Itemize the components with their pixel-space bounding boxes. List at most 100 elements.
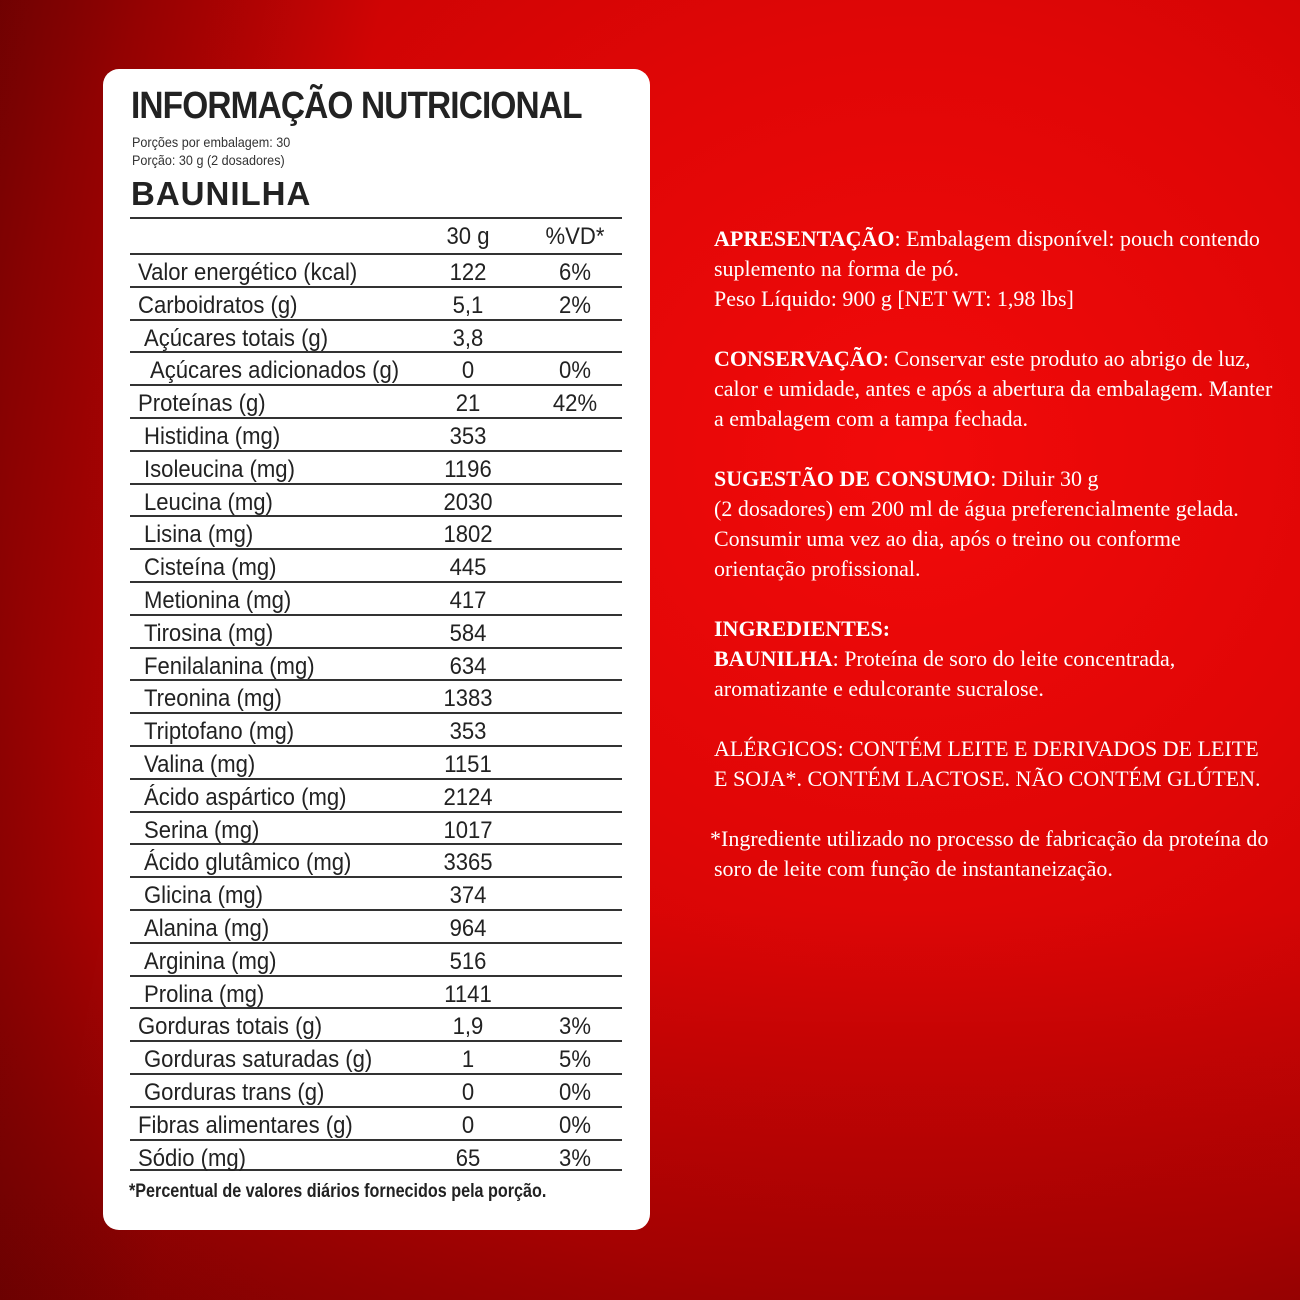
nutrient-name: Tirosina (mg) — [144, 619, 274, 647]
ingredients-section: INGREDIENTES: BAUNILHA: Proteína de soro … — [714, 614, 1274, 704]
suggestion-heading: SUGESTÃO DE CONSUMO — [714, 466, 991, 491]
nutrient-name: Valor energético (kcal) — [138, 259, 358, 286]
table-row: Ácido glutâmico (mg) 3365 — [130, 843, 622, 876]
nutrient-amount: 3365 — [443, 849, 493, 877]
table-row: Leucina (mg) 2030 — [130, 482, 622, 516]
nutrient-name: Fenilalanina (mg) — [144, 652, 315, 680]
table-row: Açúcares adicionados (g) 0 0% — [130, 351, 622, 384]
nutrient-amount: 0 — [461, 1111, 475, 1139]
nutrient-name: Ácido aspártico (mg) — [144, 783, 347, 811]
nutrient-amount: 1141 — [444, 980, 492, 1008]
suggestion-section: SUGESTÃO DE CONSUMO: Diluir 30 g (2 dosad… — [714, 464, 1274, 584]
nutrient-amount: 353 — [449, 718, 487, 746]
nutrient-amount: 2124 — [443, 783, 493, 811]
nutrient-amount: 1,9 — [452, 1013, 484, 1041]
presentation-heading: APRESENTAÇÃO — [714, 226, 895, 251]
conservation-text: : Conservar este produto ao abrigo de lu… — [714, 346, 1273, 431]
table-row: Gorduras totais (g) 1,9 3% — [130, 1007, 622, 1040]
nutrient-amount: 417 — [449, 586, 487, 614]
nutrient-name: Carboidratos (g) — [138, 291, 298, 319]
nutrient-name: Ácido glutâmico (mg) — [144, 849, 352, 877]
ingredients-heading: INGREDIENTES: — [714, 616, 891, 641]
nutrient-amount: 21 — [455, 390, 481, 418]
nutrient-dv: 6% — [559, 259, 591, 286]
table-row: Metionina (mg) 417 — [130, 580, 622, 614]
table-row: Sódio (mg) 65 3% — [130, 1138, 622, 1172]
nutrient-dv: 3% — [559, 1144, 591, 1172]
table-row: Valor energético (kcal) 122 6% — [130, 253, 622, 286]
nutrient-amount: 1383 — [443, 685, 493, 713]
nutrient-name: Serina (mg) — [144, 816, 260, 844]
nutrient-name: Arginina (mg) — [144, 947, 277, 975]
nutrient-name: Proteínas (g) — [138, 390, 266, 418]
nutrient-amount: 122 — [449, 259, 487, 286]
nutrient-name: Isoleucina (mg) — [144, 455, 295, 483]
table-row: Valina (mg) 1151 — [130, 744, 622, 778]
nutrient-amount: 1802 — [443, 521, 493, 549]
nutrient-amount: 353 — [449, 422, 487, 450]
nutrient-amount: 516 — [449, 947, 487, 975]
table-row: Serina (mg) 1017 — [130, 810, 622, 844]
nutrient-name: Sódio (mg) — [138, 1144, 246, 1172]
suggestion-text: : Diluir 30 g — [990, 466, 1099, 491]
servings-per-package: Porções por embalagem: 30 — [132, 134, 291, 150]
table-row: Triptofano (mg) 353 — [130, 712, 622, 745]
nutrient-name: Gorduras trans (g) — [144, 1078, 325, 1106]
nutrient-name: Treonina (mg) — [144, 685, 282, 713]
nutrient-amount: 1017 — [443, 816, 493, 844]
nutrient-amount: 584 — [449, 619, 487, 647]
table-row: Lisina (mg) 1802 — [130, 515, 622, 548]
nutrient-name: Cisteína (mg) — [144, 554, 277, 582]
nutrient-amount: 964 — [449, 914, 487, 942]
nutrient-amount: 3,8 — [452, 324, 484, 352]
net-weight: Peso Líquido: 900 g [NET WT: 1,98 lbs] — [714, 286, 1074, 311]
conservation-section: CONSERVAÇÃO: Conservar este produto ao a… — [714, 344, 1274, 434]
nutrient-amount: 1151 — [444, 750, 492, 778]
nutrient-amount: 0 — [461, 1078, 475, 1106]
nutrient-dv: 42% — [552, 390, 598, 418]
nutrient-amount: 65 — [455, 1144, 481, 1172]
nutrition-facts-card: INFORMAÇÃO NUTRICIONAL Porções por embal… — [103, 69, 650, 1230]
table-row: Fenilalanina (mg) 634 — [130, 646, 622, 680]
table-row: Alanina (mg) 964 — [130, 908, 622, 942]
nutrient-dv: 5% — [559, 1046, 591, 1074]
nutrient-dv: 0% — [559, 357, 591, 385]
table-row: Carboidratos (g) 5,1 2% — [130, 285, 622, 319]
nutrition-table: 30 g %VD* Valor energético (kcal) 122 6%… — [130, 217, 622, 1172]
table-row: Gorduras saturadas (g) 1 5% — [130, 1040, 622, 1073]
nutrient-name: Açúcares adicionados (g) — [150, 357, 400, 385]
table-row: Tirosina (mg) 584 — [130, 613, 622, 647]
table-row: Histidina (mg) 353 — [130, 416, 622, 450]
nutrient-amount: 1196 — [444, 455, 492, 483]
table-row: Gorduras trans (g) 0 0% — [130, 1072, 622, 1106]
table-row: Prolina (mg) 1141 — [130, 974, 622, 1008]
nutrient-name: Glicina (mg) — [144, 882, 264, 910]
col-amount-header: 30 g — [446, 223, 490, 250]
presentation-section: APRESENTAÇÃO: Embalagem disponível: pouc… — [714, 224, 1274, 314]
nutrient-dv: 3% — [559, 1013, 591, 1041]
table-row: Proteínas (g) 21 42% — [130, 384, 622, 417]
nutrient-name: Valina (mg) — [144, 750, 256, 778]
nutrient-amount: 0 — [461, 357, 475, 385]
serving-size: Porção: 30 g (2 dosadores) — [132, 152, 285, 168]
nutrient-amount: 374 — [449, 882, 487, 910]
nutrient-amount: 634 — [449, 652, 487, 680]
table-row: Açúcares totais (g) 3,8 — [130, 318, 622, 352]
table-row: Glicina (mg) 374 — [130, 876, 622, 909]
nutrient-dv: 0% — [559, 1078, 591, 1106]
nutrient-name: Fibras alimentares (g) — [138, 1111, 353, 1139]
flavor-name: BAUNILHA — [131, 175, 312, 212]
nutrient-amount: 2030 — [443, 488, 493, 516]
nutrient-name: Lisina (mg) — [144, 521, 254, 549]
table-row: Fibras alimentares (g) 0 0% — [130, 1105, 622, 1139]
nutrient-dv: 2% — [559, 291, 591, 319]
ingredients-text: : Proteína de soro do leite concentrada,… — [714, 646, 1176, 701]
nutrient-amount: 1 — [461, 1046, 475, 1074]
allergens-section: ALÉRGICOS: CONTÉM LEITE E DERIVADOS DE L… — [714, 734, 1274, 794]
nutrient-name: Metionina (mg) — [144, 586, 292, 614]
table-header: 30 g %VD* — [130, 217, 622, 253]
nutrient-name: Prolina (mg) — [144, 980, 265, 1008]
table-row: Cisteína (mg) 445 — [130, 548, 622, 581]
table-row: Arginina (mg) 516 — [130, 941, 622, 975]
nutrient-name: Gorduras totais (g) — [138, 1013, 323, 1041]
